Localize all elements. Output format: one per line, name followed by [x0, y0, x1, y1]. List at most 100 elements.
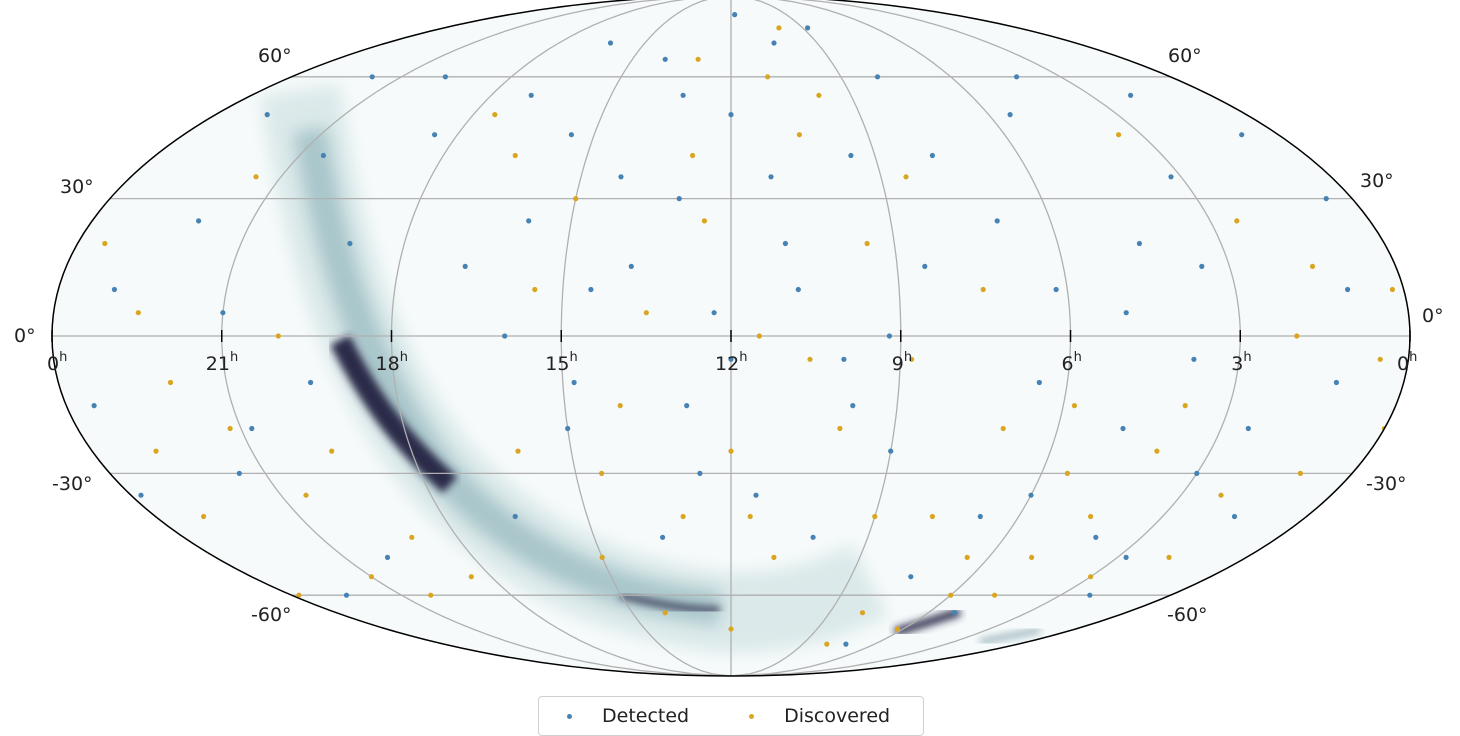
point-detected	[1323, 196, 1329, 202]
point-discovered	[859, 610, 866, 616]
point-detected	[684, 403, 690, 409]
point-detected	[571, 379, 577, 386]
point-detected	[1093, 534, 1099, 540]
point-detected	[886, 333, 893, 339]
point-detected	[850, 403, 856, 409]
point-detected	[196, 218, 202, 224]
point-detected	[1128, 92, 1134, 98]
point-discovered	[680, 513, 686, 520]
point-discovered	[102, 240, 108, 247]
point-detected	[711, 310, 717, 316]
point-discovered	[747, 513, 753, 520]
point-detected	[782, 240, 789, 247]
point-discovered	[756, 333, 762, 339]
point-discovered	[765, 74, 771, 80]
point-detected	[841, 356, 847, 362]
point-discovered	[368, 574, 374, 580]
point-detected	[1168, 174, 1174, 180]
point-detected	[91, 403, 97, 409]
point-discovered	[617, 403, 623, 409]
point-detected	[1036, 379, 1042, 386]
point-discovered	[428, 592, 434, 598]
point-detected	[249, 425, 255, 432]
dec-label-0-right: 0°	[1422, 305, 1444, 327]
legend-label-discovered: Discovered	[784, 705, 891, 727]
point-discovered	[864, 240, 870, 247]
dec-label-m60-left: -60°	[251, 604, 292, 626]
point-detected	[768, 174, 774, 180]
point-detected	[526, 218, 532, 224]
dec-label-0-left: 0°	[14, 325, 36, 347]
point-detected	[1087, 592, 1093, 598]
point-detected	[888, 448, 894, 454]
point-discovered	[468, 574, 474, 580]
point-detected	[432, 132, 438, 138]
point-discovered	[1309, 263, 1316, 269]
point-discovered	[201, 513, 207, 520]
point-detected	[607, 40, 614, 46]
point-detected	[236, 470, 242, 476]
point-detected	[662, 56, 668, 62]
point-detected	[1120, 425, 1126, 432]
point-discovered	[662, 610, 668, 616]
point-detected	[728, 112, 734, 118]
point-detected	[1239, 132, 1245, 138]
point-detected	[908, 574, 914, 580]
point-detected	[462, 263, 468, 269]
legend: Detected Discovered	[538, 696, 924, 736]
point-detected	[320, 152, 326, 159]
point-detected	[442, 74, 448, 80]
point-detected	[810, 534, 816, 540]
point-discovered	[929, 513, 936, 520]
dec-label-60-right: 60°	[1168, 45, 1202, 67]
dec-label-m30-left: -30°	[52, 473, 93, 495]
point-detected	[805, 25, 811, 31]
point-discovered	[894, 626, 901, 632]
point-discovered	[796, 132, 803, 138]
point-detected	[138, 492, 144, 498]
point-discovered	[1000, 425, 1006, 432]
ra-tick-label: 0h	[1397, 350, 1417, 375]
point-discovered	[992, 592, 998, 598]
point-discovered	[1166, 554, 1172, 561]
point-discovered	[329, 448, 335, 454]
point-discovered	[728, 448, 734, 454]
point-detected	[1345, 286, 1351, 293]
point-detected	[384, 554, 391, 561]
point-discovered	[695, 56, 701, 62]
point-detected	[347, 240, 353, 247]
point-discovered	[303, 492, 309, 498]
point-detected	[874, 74, 881, 80]
point-discovered	[816, 92, 822, 98]
dec-label-30-left: 30°	[60, 176, 94, 198]
point-detected	[588, 286, 594, 293]
point-detected	[848, 152, 854, 159]
point-detected	[1231, 513, 1238, 520]
point-discovered	[512, 152, 518, 159]
point-discovered	[227, 425, 233, 432]
legend-item-discovered: Discovered	[689, 705, 890, 727]
point-detected	[565, 425, 571, 432]
point-discovered	[1182, 403, 1188, 409]
point-discovered	[167, 379, 174, 386]
point-discovered	[275, 333, 281, 339]
point-detected	[1191, 356, 1197, 362]
point-detected	[1194, 470, 1200, 476]
point-discovered	[643, 310, 649, 316]
point-discovered	[948, 592, 954, 598]
point-detected	[843, 641, 849, 647]
point-discovered	[599, 470, 605, 476]
point-detected	[264, 112, 270, 118]
point-discovered	[515, 448, 521, 454]
point-discovered	[701, 218, 708, 224]
point-discovered	[872, 513, 878, 520]
point-discovered	[1218, 492, 1224, 498]
point-detected	[1136, 240, 1142, 247]
point-detected	[732, 12, 738, 18]
point-discovered	[824, 641, 830, 647]
point-detected	[1245, 425, 1251, 432]
dec-label-60-left: 60°	[258, 45, 292, 67]
data-points	[91, 12, 1395, 647]
point-detected	[922, 263, 928, 269]
point-discovered	[1029, 554, 1035, 561]
